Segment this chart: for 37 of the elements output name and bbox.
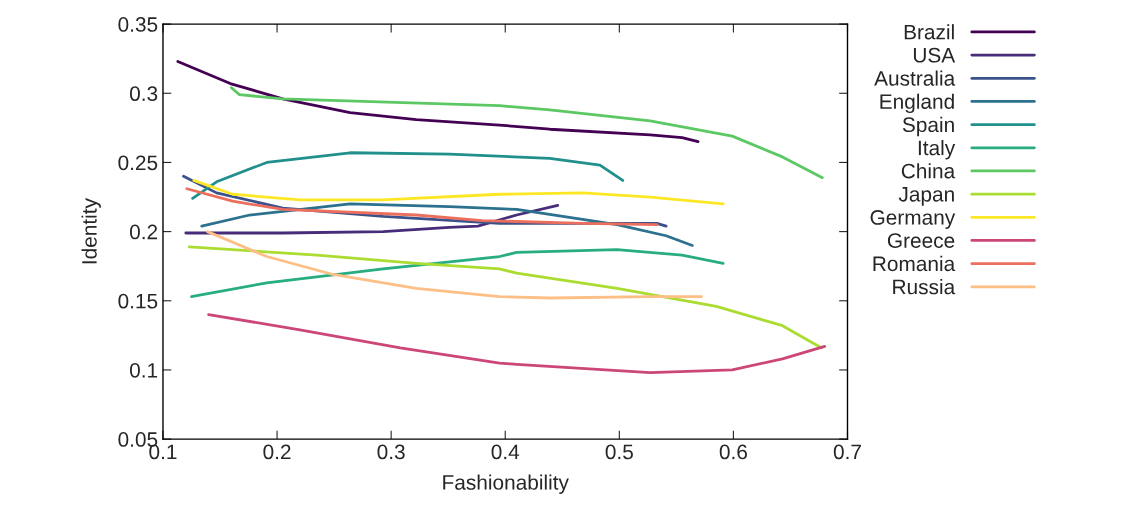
x-tick-label: 0.2 bbox=[263, 444, 291, 460]
legend-label: Germany bbox=[870, 210, 956, 229]
line-series bbox=[190, 248, 725, 299]
legend-label: Romania bbox=[873, 255, 956, 272]
line-series bbox=[207, 313, 827, 375]
y-tick-label: 0.2 bbox=[129, 224, 158, 240]
legend-label: Russia bbox=[893, 279, 956, 295]
legend-label: China bbox=[901, 163, 956, 179]
legend-label: Spain bbox=[902, 116, 954, 137]
x-tick-label: 0.5 bbox=[605, 444, 633, 460]
y-tick-label: 0.3 bbox=[129, 86, 158, 102]
x-tick-label: 0.6 bbox=[719, 444, 747, 460]
line-series bbox=[176, 60, 700, 144]
x-tick-label: 0.7 bbox=[833, 444, 861, 460]
x-tick-label: 0.3 bbox=[377, 444, 405, 460]
legend-label: USA bbox=[913, 47, 956, 63]
line-series bbox=[200, 202, 694, 247]
line-series bbox=[184, 203, 560, 235]
y-axis-title: Identity bbox=[81, 198, 101, 264]
x-axis-title: Fashionability bbox=[443, 474, 569, 494]
legend-label: Australia bbox=[874, 70, 956, 86]
x-tick-label: 0.4 bbox=[491, 444, 520, 460]
line-series bbox=[185, 187, 659, 227]
line-series bbox=[187, 245, 823, 350]
y-tick-label: 0.35 bbox=[118, 17, 158, 32]
legend-label: Greece bbox=[887, 233, 955, 248]
line-series bbox=[192, 179, 725, 206]
legend-label: Italy bbox=[918, 139, 956, 160]
legend-label: England bbox=[880, 93, 954, 114]
legend-label: Brazil bbox=[904, 24, 954, 40]
legend-label: Japan bbox=[898, 187, 954, 206]
y-tick-label: 0.1 bbox=[129, 362, 158, 378]
line-series bbox=[206, 230, 703, 300]
y-tick-label: 0.15 bbox=[118, 293, 158, 309]
y-tick-label: 0.25 bbox=[118, 155, 158, 171]
line-series bbox=[191, 151, 625, 200]
line-series bbox=[230, 86, 824, 180]
